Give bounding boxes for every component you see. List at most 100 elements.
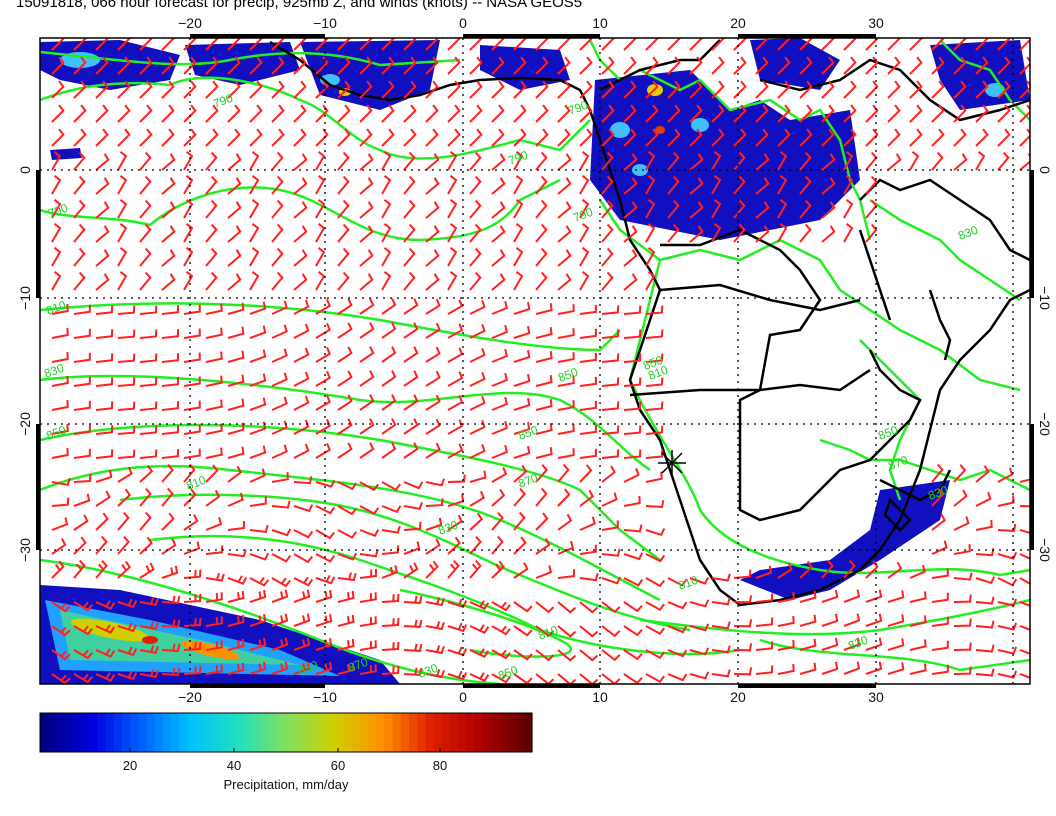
wind-barb xyxy=(447,395,464,411)
wind-barb xyxy=(601,425,620,435)
wind-barb xyxy=(535,399,553,411)
wind-barb xyxy=(315,614,333,627)
wind-barb xyxy=(601,80,615,99)
wind-barb xyxy=(469,175,482,195)
wind-barb xyxy=(535,199,548,219)
wind-barb xyxy=(249,301,267,315)
wind-barb xyxy=(381,223,392,243)
wind-barb xyxy=(51,271,62,291)
wind-barb xyxy=(381,641,400,651)
wind-barb xyxy=(799,223,812,243)
wind-barb xyxy=(601,377,620,387)
contour-label: 850 xyxy=(556,365,580,385)
wind-barb xyxy=(117,247,128,267)
wind-barb xyxy=(205,447,223,459)
wind-barb xyxy=(491,649,511,660)
wind-barb xyxy=(623,305,642,315)
wind-barb xyxy=(183,271,194,291)
wind-barb xyxy=(513,223,524,243)
wind-barb xyxy=(623,524,643,533)
wind-barb xyxy=(579,128,593,147)
wind-barb xyxy=(117,329,136,339)
wind-barb xyxy=(755,665,774,675)
wind-barb xyxy=(447,371,464,387)
wind-barb xyxy=(95,559,108,579)
colorbar-tick: 40 xyxy=(227,758,241,773)
wind-barb xyxy=(579,448,597,459)
wind-barb xyxy=(139,487,152,507)
wind-barb xyxy=(271,348,288,363)
wind-barb xyxy=(1019,529,1030,534)
wind-barb xyxy=(51,497,70,507)
wind-barb xyxy=(777,56,791,75)
wind-barb xyxy=(975,548,995,557)
wind-barb xyxy=(865,560,879,579)
wind-barb xyxy=(249,199,260,219)
wind-barb xyxy=(73,271,86,291)
wind-barb xyxy=(359,128,373,147)
wind-barb xyxy=(139,645,159,655)
wind-barb xyxy=(337,662,355,675)
wind-barb xyxy=(51,560,65,579)
wind-barb xyxy=(557,225,572,243)
colorbar-cell xyxy=(154,713,164,752)
wind-barb xyxy=(183,128,197,147)
wind-barb xyxy=(579,516,596,531)
wind-barb xyxy=(469,247,482,267)
wind-barb xyxy=(975,576,996,585)
wind-barb xyxy=(95,490,111,507)
wind-barb xyxy=(293,128,307,147)
colorbar-cell xyxy=(515,713,525,752)
wind-barb xyxy=(95,600,116,610)
wind-barb xyxy=(337,442,353,459)
wind-barb xyxy=(931,640,949,651)
wind-barb xyxy=(117,56,131,75)
wind-barb xyxy=(359,153,374,171)
wind-barb xyxy=(645,601,665,611)
wind-barb xyxy=(975,620,995,629)
wind-barb xyxy=(579,151,590,171)
wind-barb xyxy=(161,80,175,99)
wind-barb xyxy=(183,328,201,339)
wind-barb xyxy=(645,80,659,99)
wind-barb xyxy=(381,271,392,291)
contour-label: 850 xyxy=(44,423,68,443)
wind-barb xyxy=(997,523,1017,532)
wind-barb xyxy=(535,565,553,579)
wind-barb xyxy=(227,638,245,651)
wind-barb xyxy=(447,223,458,243)
wind-barb xyxy=(161,667,181,676)
wind-barb xyxy=(931,513,947,531)
wind-barb xyxy=(645,305,664,315)
wind-barb xyxy=(293,476,313,485)
wind-barb xyxy=(513,649,533,661)
wind-barb xyxy=(623,177,638,195)
wind-barb xyxy=(227,575,248,585)
colorbar-cell xyxy=(253,713,262,752)
wind-barb xyxy=(271,372,288,387)
wind-barb xyxy=(1019,478,1030,483)
wind-barb xyxy=(513,271,524,291)
colorbar-cell xyxy=(458,713,467,752)
tick-x-bottom: 0 xyxy=(459,689,467,705)
wind-barb xyxy=(227,422,245,435)
wind-barb xyxy=(997,646,1018,655)
wind-barb xyxy=(73,376,91,387)
wind-barb xyxy=(183,514,199,531)
wind-barb xyxy=(953,153,968,171)
wind-barb xyxy=(227,302,245,315)
wind-barb xyxy=(271,396,288,411)
wind-barb xyxy=(95,672,116,682)
wind-barb xyxy=(425,560,439,579)
wind-barb xyxy=(799,638,817,651)
wind-barb xyxy=(557,328,575,339)
wind-barb xyxy=(139,401,158,411)
tick-x-bottom: 20 xyxy=(730,689,746,705)
wind-barb xyxy=(227,249,242,267)
wind-barb xyxy=(117,449,136,459)
wind-barb xyxy=(645,247,656,267)
wind-barb xyxy=(205,517,223,531)
wind-barb xyxy=(271,528,292,537)
colorbar-cell xyxy=(294,713,303,752)
wind-barb xyxy=(777,151,788,171)
